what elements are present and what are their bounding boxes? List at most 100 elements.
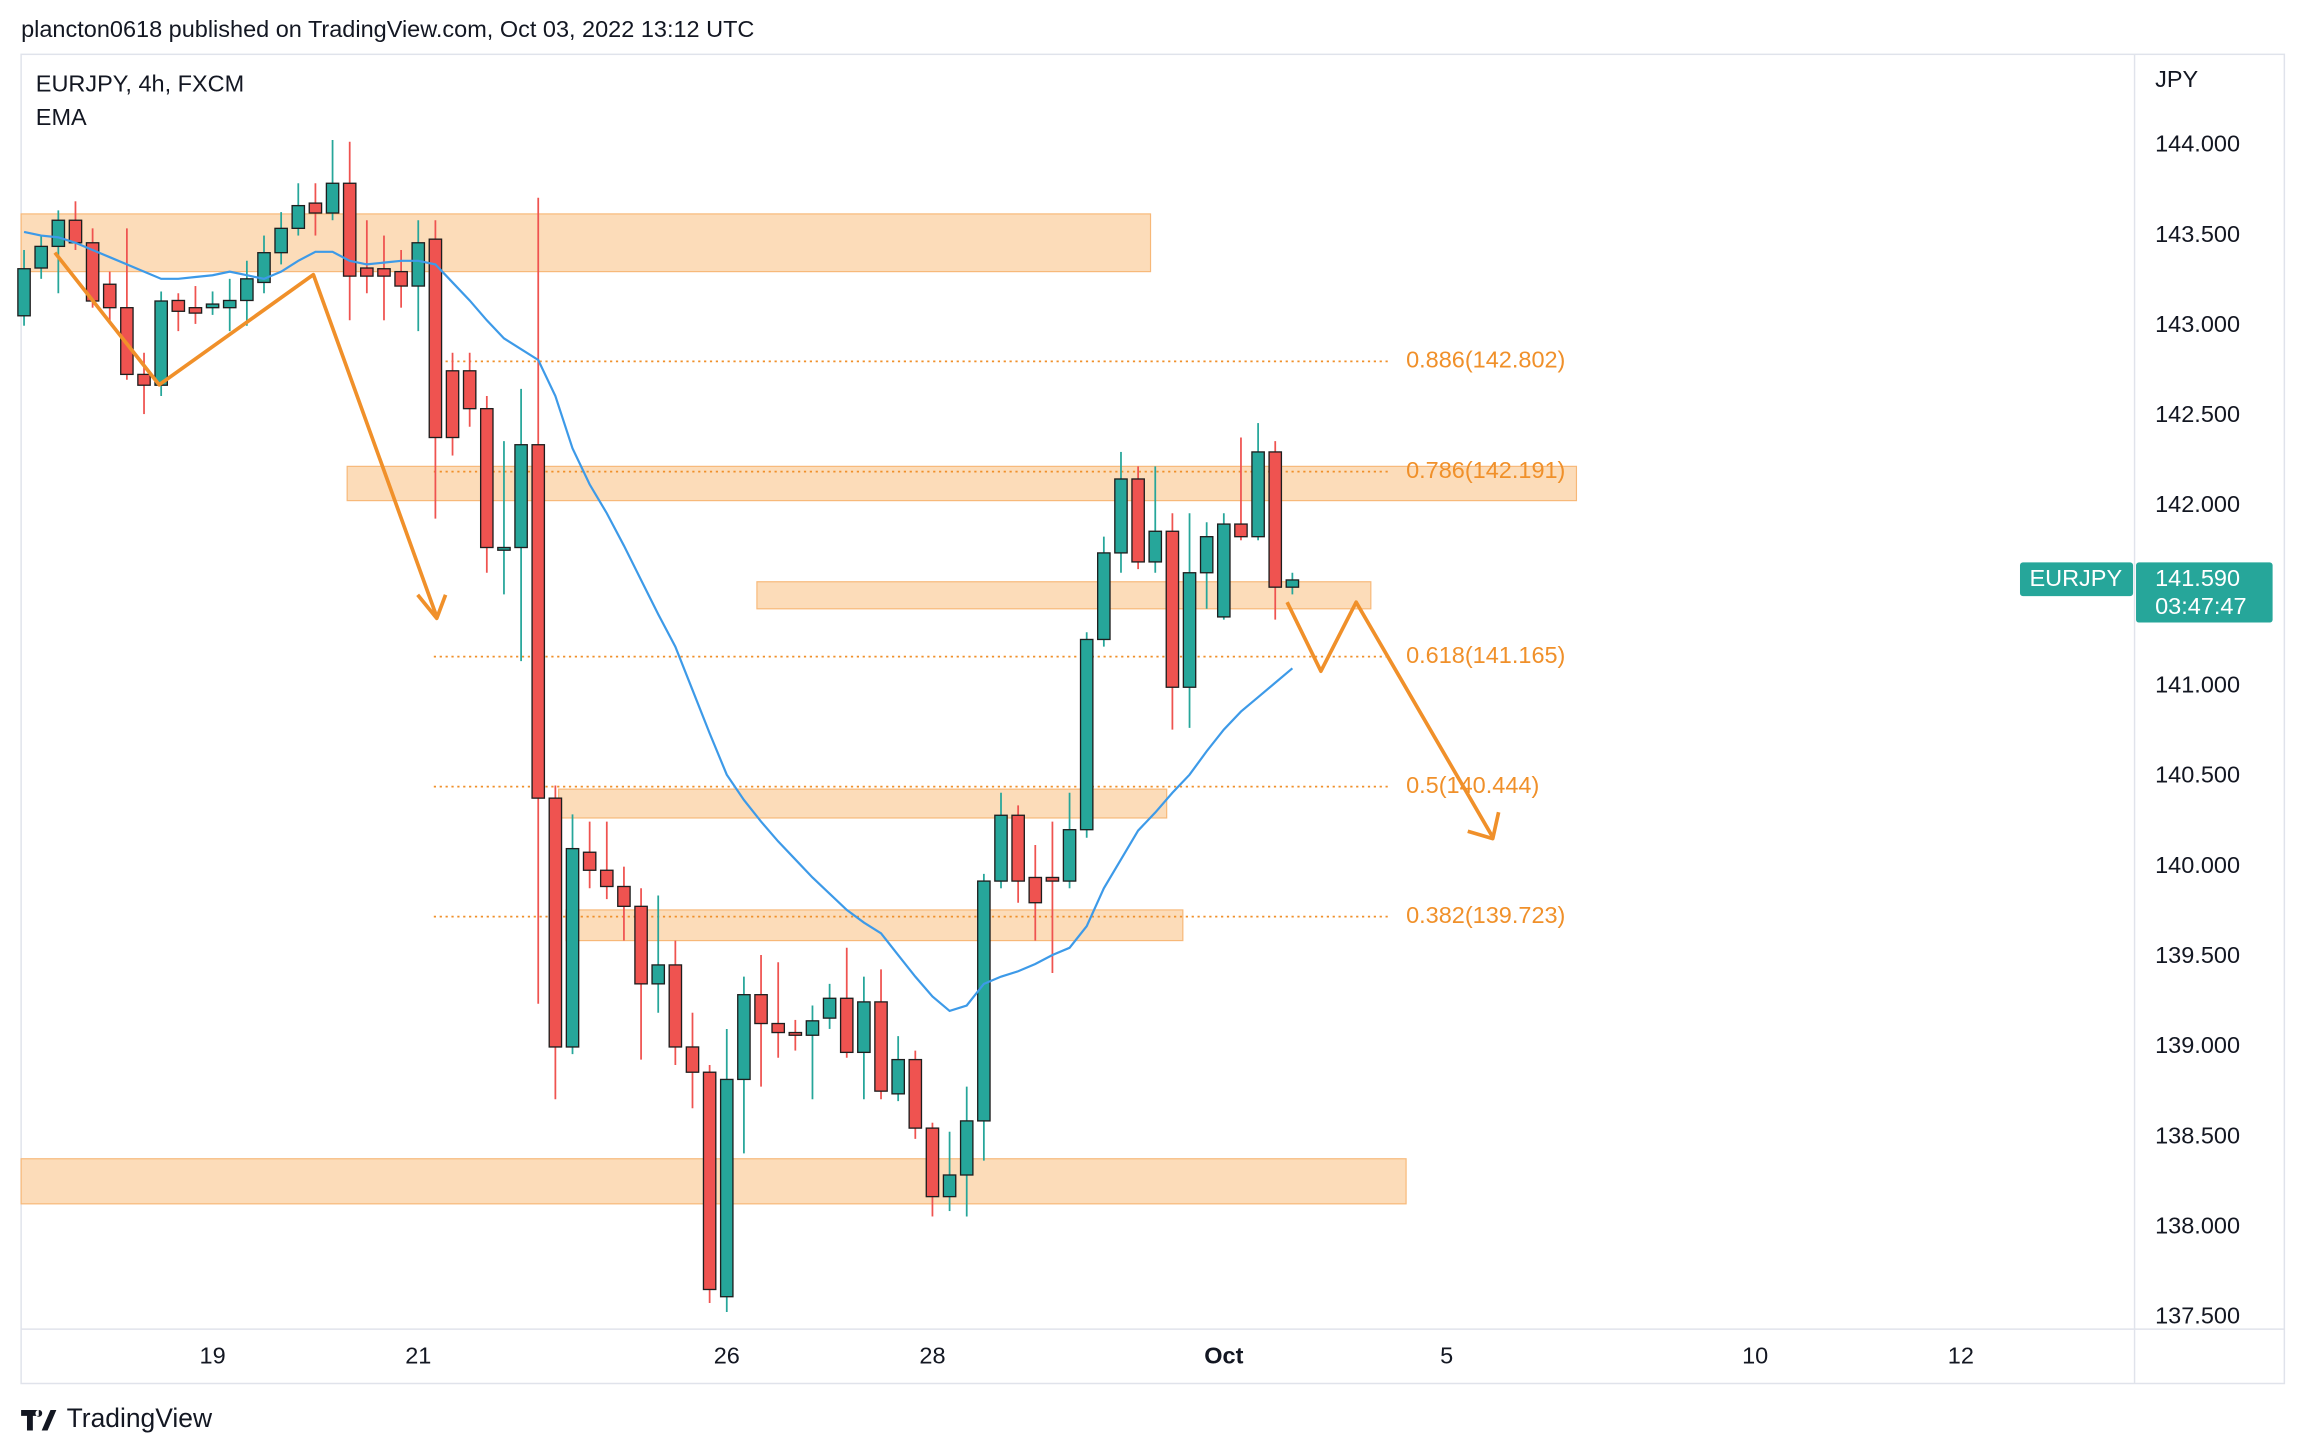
arrow-head (1467, 811, 1501, 841)
candle-body (1131, 478, 1145, 563)
candle-body (291, 204, 306, 230)
candle-body (857, 1001, 871, 1054)
x-tick-label: 26 (714, 1342, 740, 1368)
candle-body (188, 307, 203, 314)
y-tick-label: 143.500 (2155, 221, 2240, 247)
candle-body (1045, 876, 1060, 882)
candle-body (1079, 638, 1094, 831)
candle-body (1199, 536, 1214, 574)
symbol-tag (2019, 562, 2134, 597)
zone (20, 213, 1152, 273)
brand-name: TradingView (67, 1403, 213, 1433)
candle-body (308, 202, 323, 214)
candle-body (17, 268, 31, 317)
x-tick-label: 10 (1742, 1342, 1768, 1368)
countdown-text: 03:47:47 (2155, 593, 2246, 619)
candle-body (394, 270, 408, 287)
candle-body (205, 303, 220, 309)
drawn-path (53, 251, 439, 618)
candle-body (479, 407, 494, 549)
brand-logo (21, 1409, 57, 1431)
y-tick-label: 137.500 (2155, 1303, 2240, 1329)
y-tick-label: 142.000 (2155, 491, 2240, 517)
candle-body (1011, 814, 1025, 882)
candle-body (994, 814, 1008, 882)
x-tick-label: 19 (200, 1342, 226, 1368)
ema-line (23, 230, 1294, 1013)
candle-body (171, 299, 186, 312)
symbol-line: EURJPY, 4h, FXCM (36, 70, 244, 96)
y-tick-label: 142.500 (2155, 401, 2240, 427)
candle-body (719, 1078, 734, 1298)
candle-body (514, 444, 528, 549)
zone (346, 465, 1578, 502)
fib-label: 0.786(142.191) (1406, 457, 1565, 483)
candle-body (411, 242, 426, 287)
candle-body (1285, 579, 1300, 588)
currency-label: JPY (2155, 66, 2198, 92)
candle-body (599, 869, 614, 888)
candle-body (137, 373, 151, 386)
fib-label: 0.382(139.723) (1406, 902, 1565, 928)
candle-body (1028, 876, 1043, 904)
candle-body (925, 1127, 940, 1198)
candle-body (34, 245, 49, 269)
publisher-line: plancton0618 published on TradingView.co… (21, 16, 754, 42)
candle-body (771, 1022, 786, 1034)
candle-body (565, 847, 580, 1048)
candle-body (1062, 829, 1077, 882)
candle-body (445, 370, 460, 439)
chart-frame (20, 53, 2286, 1385)
candle-body (891, 1058, 905, 1095)
y-tick-label: 140.500 (2155, 762, 2240, 788)
candle-body (822, 997, 837, 1019)
y-tick-label: 143.000 (2155, 311, 2240, 337)
last-price-box (2136, 562, 2273, 623)
candle-body (839, 997, 854, 1054)
arrow-head (416, 593, 448, 621)
candle-body (959, 1120, 974, 1176)
candle-body (102, 283, 117, 309)
candle-body (1182, 572, 1197, 688)
x-tick-label: Oct (1204, 1342, 1243, 1368)
x-tick-label: 21 (405, 1342, 431, 1368)
candle-body (874, 1001, 888, 1092)
candle-body (548, 797, 563, 1048)
candle-body (702, 1071, 717, 1291)
candle-body (51, 219, 66, 248)
x-tick-label: 5 (1440, 1342, 1453, 1368)
candle-body (497, 546, 511, 551)
projection-drawings (53, 251, 1501, 841)
candle-body (154, 300, 168, 386)
fib-label: 0.618(141.165) (1406, 642, 1565, 668)
zone (558, 788, 1168, 819)
y-tick-label: 141.000 (2155, 672, 2240, 698)
y-tick-label: 140.000 (2155, 852, 2240, 878)
y-tick-label: 139.500 (2155, 942, 2240, 968)
candle-body (805, 1020, 820, 1036)
candle-body (1251, 451, 1265, 538)
candle-body (428, 238, 443, 439)
y-tick-label: 139.000 (2155, 1032, 2240, 1058)
candle-body (1216, 523, 1231, 618)
candle-body (325, 182, 340, 214)
plot: 0.886(142.802) 0.786(142.191) 0.618(141.16… (17, 131, 2273, 1368)
candle-body (1165, 530, 1180, 688)
candle-body (222, 299, 237, 309)
candle-body (462, 370, 477, 410)
candle-body (342, 182, 357, 277)
candle-body (908, 1058, 923, 1129)
candle-body (737, 994, 751, 1081)
x-tick-label: 28 (919, 1342, 945, 1368)
candle-body (274, 227, 288, 254)
fib-label: 0.886(142.802) (1406, 347, 1565, 373)
candle-body (1114, 478, 1128, 554)
candle-body (685, 1046, 700, 1073)
candle-body (788, 1031, 803, 1036)
candle-body (1234, 523, 1248, 538)
candle-body (1268, 451, 1283, 588)
candle-body (617, 885, 631, 907)
drawn-path (1285, 600, 1495, 839)
candle-body (240, 278, 254, 302)
